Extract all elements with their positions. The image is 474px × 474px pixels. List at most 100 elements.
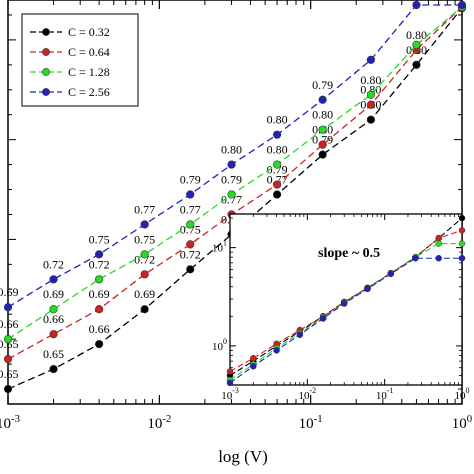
series-line bbox=[7, 7, 463, 390]
inset-data-point bbox=[435, 240, 442, 247]
data-label: 0.65 bbox=[43, 347, 64, 361]
data-label: 0.77 bbox=[134, 202, 155, 216]
data-point bbox=[186, 240, 195, 249]
legend-marker bbox=[42, 48, 50, 56]
data-point bbox=[412, 0, 421, 10]
inset-data-point bbox=[226, 368, 234, 375]
data-label: 0.80 bbox=[267, 113, 288, 127]
data-label: 0.69 bbox=[134, 287, 155, 301]
inset-data-point bbox=[250, 354, 257, 362]
data-label: 0.69 bbox=[89, 287, 110, 301]
data-point bbox=[366, 90, 375, 99]
data-point bbox=[227, 160, 236, 169]
data-point bbox=[186, 265, 195, 274]
inset-data-point bbox=[364, 285, 371, 293]
data-point bbox=[3, 303, 13, 312]
data-label: 0.79 bbox=[312, 78, 333, 92]
data-label: 0.79 bbox=[267, 163, 288, 177]
data-point bbox=[318, 95, 327, 104]
data-label: 0.79 bbox=[221, 173, 242, 187]
data-label: 0.77 bbox=[267, 173, 288, 187]
data-point bbox=[3, 355, 13, 364]
data-label: 0.66 bbox=[89, 322, 110, 336]
inset-y-tick-label: 101 bbox=[212, 239, 227, 255]
inset-series-c-2-56 bbox=[226, 254, 466, 387]
data-point bbox=[95, 275, 104, 284]
data-point bbox=[49, 275, 58, 284]
legend-entry: C = 1.28 bbox=[68, 65, 110, 79]
legend: C = 0.32 C = 0.64 C = 1.28 C = 2.56 bbox=[21, 13, 139, 107]
inset-data-point bbox=[458, 227, 466, 234]
data-label: 0.80 bbox=[221, 143, 242, 157]
data-point bbox=[366, 55, 375, 64]
slope-annotation: slope ~ 0.5 bbox=[318, 246, 380, 261]
inset-chart: 10-3 10-2 10-1 100 100 101 slope ~ 0.5 bbox=[212, 213, 470, 402]
data-label: 0.75 bbox=[180, 222, 201, 236]
x-axis-label: log (V) bbox=[218, 447, 268, 466]
inset-data-point bbox=[458, 254, 466, 262]
inset-data-point bbox=[387, 270, 395, 278]
legend-marker bbox=[42, 28, 50, 36]
data-point bbox=[140, 250, 149, 259]
x-tick-label: 10-1 bbox=[299, 413, 323, 432]
inset-data-point bbox=[319, 315, 327, 322]
data-label: 0.75 bbox=[89, 232, 110, 246]
inset-x-tick-label: 10-1 bbox=[376, 386, 394, 402]
data-point bbox=[49, 330, 58, 339]
legend-entry: C = 0.32 bbox=[68, 25, 110, 39]
main-chart: 10-3 10-2 10-1 100 log (V) 0.65 0.65 0.66 0.69 0.… bbox=[0, 0, 472, 466]
inset-data-point bbox=[435, 234, 442, 242]
data-point bbox=[366, 100, 375, 109]
data-point bbox=[227, 190, 236, 199]
data-point bbox=[140, 270, 149, 279]
inset-data-point bbox=[273, 347, 280, 354]
series-c-1-28: 0.660.690.720.750.770.790.800.800.80 bbox=[0, 2, 467, 344]
data-point bbox=[186, 220, 195, 229]
data-label: 0.66 bbox=[0, 317, 19, 331]
data-point bbox=[49, 305, 58, 314]
data-label: 0.80 bbox=[360, 73, 381, 87]
series-c-2-56: 0.690.720.750.770.790.800.800.79 bbox=[0, 0, 467, 312]
data-point bbox=[3, 335, 13, 344]
data-label: 0.69 bbox=[43, 287, 64, 301]
inset-data-point bbox=[435, 254, 442, 262]
data-point bbox=[457, 0, 467, 10]
legend-entry: C = 0.64 bbox=[68, 45, 110, 59]
data-point bbox=[3, 384, 13, 394]
data-point bbox=[366, 115, 375, 124]
data-point bbox=[272, 130, 282, 139]
data-point bbox=[412, 60, 421, 69]
data-label: 0.72 bbox=[180, 247, 201, 261]
data-label: 0.77 bbox=[180, 202, 201, 216]
inset-data-point bbox=[412, 254, 419, 262]
data-label: 0.80 bbox=[312, 108, 333, 122]
inset-data-point bbox=[250, 363, 257, 370]
legend-entry: C = 2.56 bbox=[68, 85, 110, 99]
inset-series-line bbox=[229, 229, 463, 372]
data-point bbox=[95, 340, 104, 349]
data-label: 0.80 bbox=[360, 83, 381, 97]
data-point bbox=[95, 305, 104, 314]
data-label: 0.79 bbox=[180, 173, 201, 187]
inset-x-tick-label: 10-3 bbox=[221, 386, 239, 402]
data-point bbox=[95, 250, 104, 259]
data-label: 0.72 bbox=[134, 252, 155, 266]
data-point bbox=[272, 190, 282, 199]
data-point bbox=[272, 180, 282, 189]
data-label: 0.66 bbox=[43, 312, 64, 326]
data-label: 0.75 bbox=[134, 232, 155, 246]
legend-marker bbox=[42, 68, 50, 76]
inset-data-point bbox=[458, 214, 466, 222]
series-c-0-32: 0.650.650.660.690.720.750.770.790.800.80 bbox=[0, 3, 467, 394]
legend-frame bbox=[21, 13, 139, 107]
x-tick-label: 10-3 bbox=[0, 413, 20, 432]
data-label: 0.80 bbox=[406, 28, 427, 42]
inset-data-point bbox=[458, 240, 466, 247]
data-point bbox=[272, 160, 282, 169]
data-label: 0.65 bbox=[0, 367, 19, 381]
data-label: 0.72 bbox=[43, 257, 64, 271]
main-plot-frame bbox=[7, 0, 463, 405]
inset-x-tick-label: 10-2 bbox=[299, 386, 317, 402]
data-point bbox=[318, 125, 327, 134]
